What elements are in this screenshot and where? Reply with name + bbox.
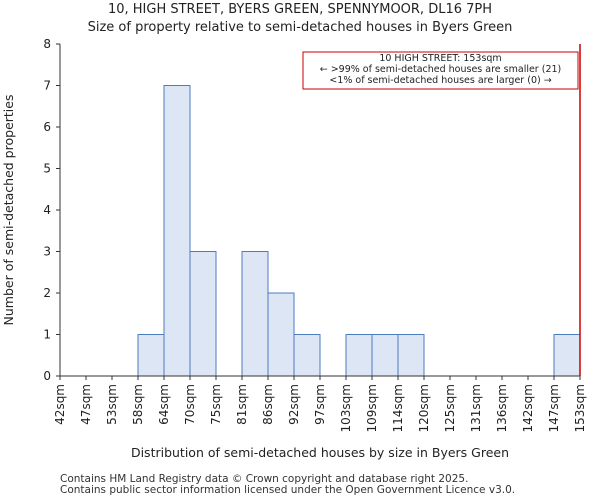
annotation-line1: 10 HIGH STREET: 153sqm — [379, 53, 501, 64]
x-tick-label: 81sqm — [235, 384, 249, 425]
y-tick-label: 8 — [43, 37, 51, 51]
x-tick-label: 131sqm — [469, 384, 483, 432]
chart-subtitle: Size of property relative to semi-detach… — [87, 20, 513, 35]
y-tick-label: 4 — [43, 203, 51, 217]
bar — [137, 334, 165, 377]
y-tick-label: 2 — [43, 286, 51, 300]
bar — [293, 334, 321, 377]
bar — [371, 334, 399, 377]
x-tick-label: 42sqm — [53, 384, 67, 425]
x-tick-label: 58sqm — [131, 384, 145, 425]
x-tick-label: 70sqm — [183, 384, 197, 425]
x-tick-label: 142sqm — [521, 384, 535, 432]
bar — [241, 251, 269, 377]
bar — [397, 334, 425, 377]
footer-line-1: Contains HM Land Registry data © Crown c… — [60, 473, 469, 485]
annotation-box — [302, 51, 579, 90]
y-axis-label: Number of semi-detached properties — [1, 95, 16, 326]
x-tick-label: 114sqm — [391, 384, 405, 432]
footer-line-2: Contains public sector information licen… — [60, 484, 516, 496]
x-tick-label: 153sqm — [573, 384, 587, 432]
x-tick-label: 86sqm — [261, 384, 275, 425]
x-tick-label: 125sqm — [443, 384, 457, 432]
x-tick-label: 120sqm — [417, 384, 431, 432]
chart-title: 10, HIGH STREET, BYERS GREEN, SPENNYMOOR… — [107, 2, 493, 17]
x-tick-label: 136sqm — [495, 384, 509, 432]
x-tick-label: 109sqm — [365, 384, 379, 432]
x-tick-label: 97sqm — [313, 384, 327, 425]
x-axis-label: Distribution of semi-detached houses by … — [131, 445, 509, 460]
bar — [345, 334, 373, 377]
bar — [189, 251, 217, 377]
plot-area: 0 1 2 3 4 5 6 7 8 42sqm 47sqm 53sqm 58sqm 64sqm 70sqm 7… — [1, 37, 587, 460]
x-tick-label: 53sqm — [105, 384, 119, 425]
bar — [267, 292, 295, 377]
y-tick-label: 7 — [43, 79, 51, 93]
x-tick-label: 47sqm — [79, 384, 93, 425]
annotation-line2: ← >99% of semi-detached houses are small… — [320, 64, 562, 75]
y-tick-label: 6 — [43, 120, 51, 134]
bar — [553, 334, 581, 377]
x-tick-label: 64sqm — [157, 384, 171, 425]
x-tick-label: 147sqm — [547, 384, 561, 432]
bar — [163, 85, 191, 377]
x-tick-label: 75sqm — [209, 384, 223, 425]
x-tick-label: 92sqm — [287, 384, 301, 425]
y-tick-label: 0 — [43, 369, 51, 383]
x-tick-label: 103sqm — [339, 384, 353, 432]
y-tick-label: 1 — [43, 328, 51, 342]
y-tick-label: 3 — [43, 245, 51, 259]
annotation-line3: <1% of semi-detached houses are larger (… — [329, 75, 551, 86]
y-tick-label: 5 — [43, 162, 51, 176]
